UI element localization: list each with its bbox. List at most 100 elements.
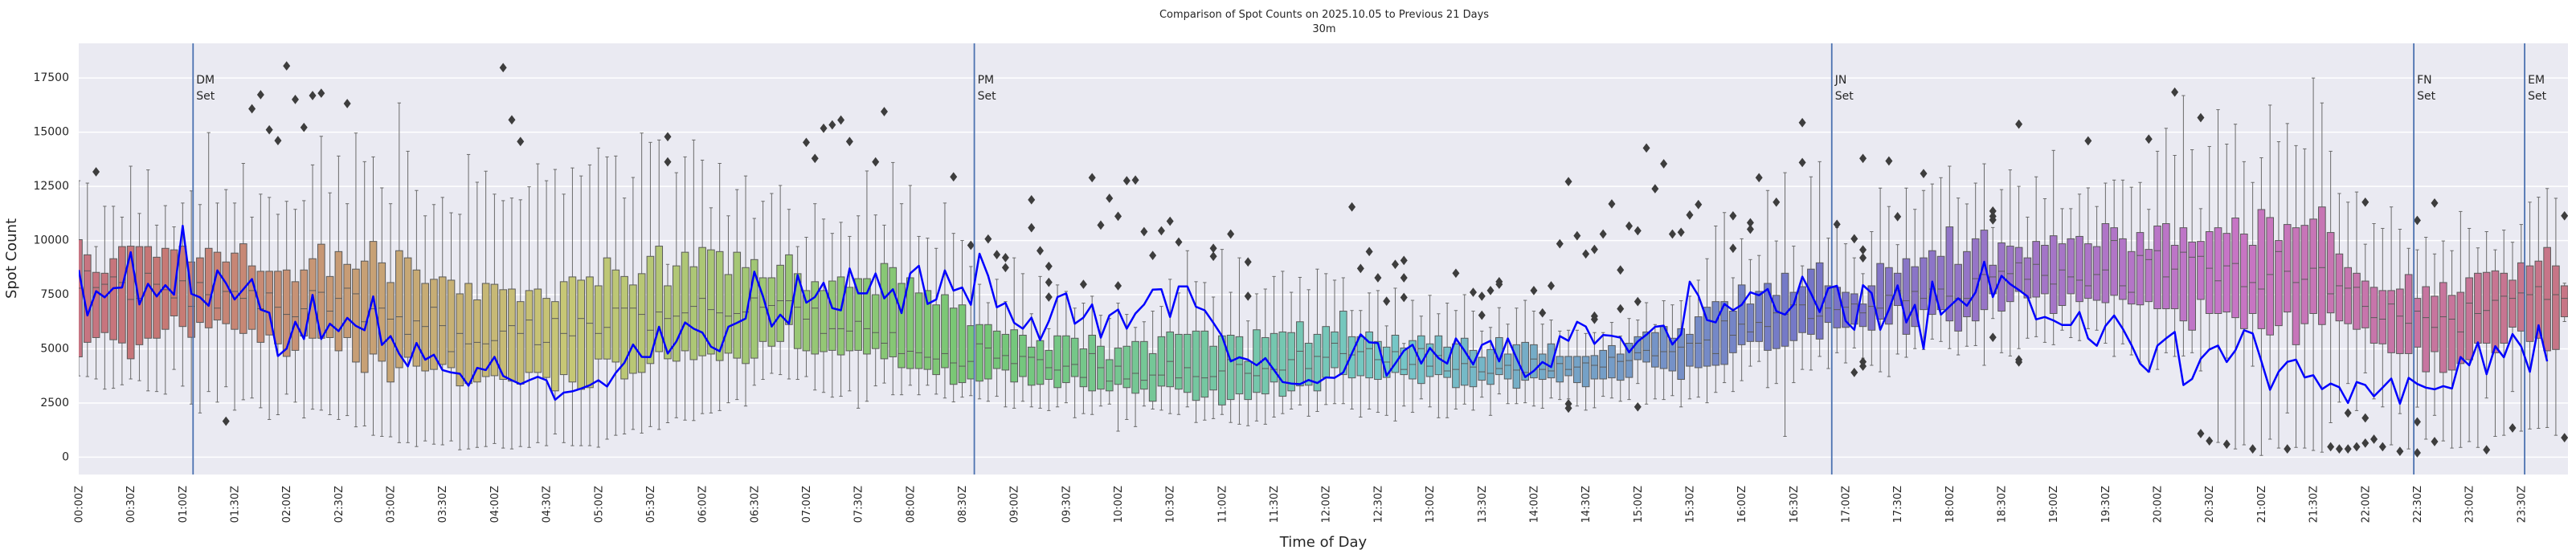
box-161 <box>1469 311 1478 411</box>
box-body <box>1296 321 1304 387</box>
box-31 <box>343 203 351 417</box>
box-body <box>1980 230 1989 311</box>
box-9 <box>153 224 161 393</box>
box-body <box>1737 284 1746 345</box>
box-body <box>1642 331 1650 363</box>
box-122 <box>1131 327 1139 427</box>
outlier-point <box>1833 219 1841 230</box>
box-70 <box>681 156 689 421</box>
box-body <box>395 250 403 369</box>
outlier-point <box>1131 175 1139 185</box>
box-body <box>1781 272 1789 347</box>
box-271 <box>2422 237 2431 440</box>
box-body <box>2119 238 2127 300</box>
box-body <box>889 267 898 357</box>
box-218 <box>1963 203 1971 347</box>
box-body <box>958 304 967 384</box>
box-body <box>1166 331 1175 388</box>
box-186 <box>1686 295 1694 400</box>
box-5 <box>118 216 126 385</box>
box-59 <box>586 164 594 446</box>
box-body <box>1053 335 1061 389</box>
box-179 <box>1625 318 1634 401</box>
box-188 <box>1703 258 1711 404</box>
box-body <box>2396 288 2404 354</box>
box-body <box>109 258 117 340</box>
box-body <box>906 277 914 369</box>
outlier-point <box>1175 237 1183 247</box>
x-tick-label: 17:30Z <box>1892 486 1904 523</box>
box-body <box>2509 279 2517 328</box>
box-115 <box>1070 308 1079 418</box>
box-body <box>2153 225 2161 310</box>
box-body <box>1530 344 1538 379</box>
box-102 <box>958 240 967 398</box>
box-body <box>1157 336 1166 387</box>
x-axis-label: Time of Day <box>1279 534 1368 551</box>
box-body <box>1218 335 1226 405</box>
x-tick-label: 07:30Z <box>853 486 865 523</box>
x-tick-label: 03:30Z <box>437 486 449 523</box>
box-body <box>352 268 360 363</box>
outlier-point <box>1590 244 1598 255</box>
x-tick-label: 04:00Z <box>489 486 501 523</box>
box-184 <box>1668 304 1677 397</box>
box-249 <box>2231 124 2239 450</box>
box-47 <box>481 170 490 447</box>
box-265 <box>2370 223 2378 400</box>
box-body <box>2292 227 2300 345</box>
box-60 <box>594 147 603 448</box>
box-body <box>412 269 421 367</box>
box-23 <box>274 214 282 416</box>
x-tick-label: 02:00Z <box>281 486 293 523</box>
box-147 <box>1347 310 1356 410</box>
box-body <box>2275 240 2283 327</box>
x-tick-label: 22:00Z <box>2360 486 2372 523</box>
box-body <box>629 284 637 374</box>
outlier-point <box>343 99 351 108</box>
outlier-point <box>1755 173 1763 183</box>
box-35 <box>378 187 386 438</box>
outlier-point <box>248 104 256 114</box>
outlier-point <box>317 88 325 98</box>
box-body <box>1469 349 1478 388</box>
box-body <box>820 290 828 352</box>
box-280 <box>2500 230 2509 436</box>
box-124 <box>1148 311 1157 410</box>
box-68 <box>664 263 672 424</box>
outlier-point <box>2361 438 2370 448</box>
box-body <box>845 287 854 352</box>
outlier-point <box>2284 444 2292 454</box>
outlier-point <box>1045 261 1053 271</box>
outlier-point <box>1564 177 1572 187</box>
outlier-point <box>1400 292 1408 303</box>
box-body <box>620 275 628 380</box>
y-tick-label: 5000 <box>40 342 69 355</box>
outlier-point <box>1599 229 1607 239</box>
outlier-point <box>1859 361 1867 371</box>
outlier-point <box>1920 169 1928 179</box>
outlier-point <box>1114 211 1122 222</box>
box-254 <box>2275 141 2283 449</box>
box-126 <box>1166 279 1175 414</box>
box-224 <box>2014 185 2023 349</box>
box-body <box>1209 345 1217 391</box>
box-18 <box>231 202 239 411</box>
outlier-point <box>2222 439 2230 450</box>
outlier-point <box>2335 444 2343 454</box>
box-93 <box>880 224 889 384</box>
box-body <box>2422 286 2431 373</box>
outlier-point <box>837 115 845 125</box>
box-body <box>1287 332 1295 392</box>
box-body <box>2023 257 2032 299</box>
box-body <box>1789 291 1798 341</box>
outlier-point <box>1556 238 1564 249</box>
box-244 <box>2188 149 2196 353</box>
outlier-point <box>1677 227 1685 238</box>
box-body <box>1807 268 1815 335</box>
outlier-point <box>828 120 836 130</box>
box-73 <box>707 207 715 413</box>
box-250 <box>2240 161 2248 446</box>
x-tick-label: 00:00Z <box>74 486 86 523</box>
box-body <box>932 304 940 376</box>
